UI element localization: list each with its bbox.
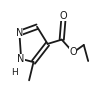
Text: O: O: [60, 11, 67, 21]
Text: N: N: [16, 28, 23, 38]
Text: O: O: [69, 48, 77, 57]
Text: H: H: [12, 68, 18, 77]
Text: N: N: [17, 54, 25, 64]
